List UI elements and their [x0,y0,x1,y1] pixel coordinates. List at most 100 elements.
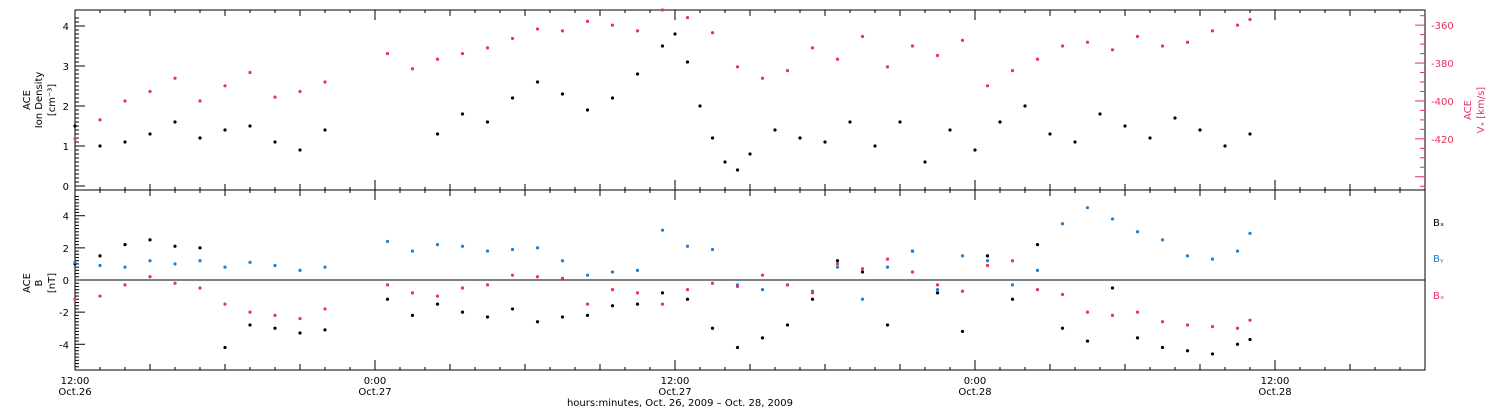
bz-point [148,275,152,279]
bx-point [1135,336,1140,340]
bz-point [410,291,415,295]
by-point [760,288,765,292]
ion-density-point [323,128,327,132]
bz-point [585,302,590,306]
bx-point [435,302,440,306]
ion-density-point [898,120,902,124]
x-tick-label-date: Oct.27 [358,387,391,398]
top-right-ylabel-line1: ACE [1463,100,1474,120]
bz-point [910,270,915,274]
bx-point [1160,345,1165,350]
bz-point [323,307,327,311]
vx-point [660,8,665,12]
bx-point [985,254,990,258]
top-right-y-tick-label: -360 [1431,21,1454,32]
ion-density-point [435,132,440,136]
bx-point [1185,349,1190,353]
bz-point [985,263,990,268]
by-point [985,259,990,263]
by-point [298,268,302,272]
ion-density-point [273,140,277,144]
ion-density-point [1123,124,1127,128]
bx-point [323,328,327,332]
by-point [535,246,540,250]
bz-point [123,283,127,287]
bx-point [298,331,302,335]
ion-density-point [723,160,727,164]
vx-point [248,70,252,75]
bx-point [510,307,515,311]
bx-point [710,326,715,330]
top-right-y-tick-label: -380 [1431,59,1454,70]
bz-point [835,262,840,266]
bz-point [935,283,940,287]
bz-point [248,310,252,314]
vx-point [535,27,540,31]
ion-density-point [460,112,465,116]
tick-labels: 12:00Oct.260:00Oct.2712:00Oct.270:00Oct.… [58,21,1453,398]
bx-point [560,315,565,319]
bz-point [385,283,390,287]
by-point [435,243,440,247]
bz-point [1210,325,1215,329]
bx-point [223,345,227,350]
ion-density-point [923,160,927,164]
x-tick-label-time: 0:00 [364,376,386,387]
by-point [1085,206,1090,210]
bz-point [1060,292,1065,297]
ion-density-point [735,168,740,172]
bx-point [685,297,690,301]
vx-point [1235,23,1240,27]
bz-point [173,281,177,285]
ion-density-point [773,128,777,132]
bz-point [435,294,440,298]
x-axis-label: hours:minutes, Oct. 26, 2009 – Oct. 28, … [567,398,793,409]
bz-point [1085,310,1090,314]
by-point [1248,231,1252,235]
by-point [410,249,415,253]
by-point [1135,230,1140,234]
bz-point [685,288,690,292]
vx-point [835,57,840,61]
by-point [510,247,515,252]
bx-point [460,310,465,314]
ion-density-point [1023,104,1027,108]
vx-point [910,44,915,48]
bz-point [510,273,515,277]
bz-point [198,286,202,290]
ion-density-point [1148,136,1152,140]
vx-point [1185,40,1190,44]
bx-point [173,244,177,248]
bz-point [635,291,640,295]
ion-density-point [1198,128,1202,132]
by-point [560,259,565,263]
bx-point [1235,342,1240,346]
vx-point [810,46,815,50]
bx-point [485,315,490,319]
bz-point [860,267,865,271]
top-right-y-tick-label: -400 [1431,97,1454,108]
x-tick-label-date: Oct.28 [1258,387,1291,398]
top-left-y-tick-label: 0 [63,182,69,193]
x-tick-label-time: 12:00 [61,376,90,387]
ion-density-point [1248,132,1252,136]
bx-point [1248,337,1252,342]
bz-point [1235,326,1240,330]
bz-point [560,276,565,280]
top-panel-frame [74,9,1426,191]
ion-density-point [610,96,615,100]
ion-density-point [123,140,127,144]
x-tick-label-date: Oct.26 [58,387,91,398]
ion-density-point [798,136,802,140]
top-right-y-tick-label: -420 [1431,135,1454,146]
vx-point [123,99,127,103]
ion-density-point [1098,112,1102,116]
vx-point [1160,44,1165,48]
ion-density-point [585,108,590,112]
bz-point [460,286,465,290]
bz-point [710,281,715,285]
by-point [910,249,915,253]
vx-point [410,67,415,71]
ion-density-point [685,60,690,64]
